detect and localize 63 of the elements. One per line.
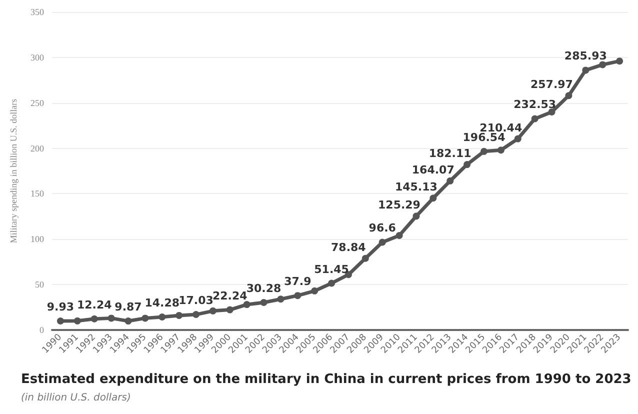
data-label: 285.93 xyxy=(564,50,607,63)
point xyxy=(243,301,250,308)
point xyxy=(446,177,454,184)
data-label: 37.9 xyxy=(284,275,312,288)
y-tick-label: 150 xyxy=(30,188,44,199)
point xyxy=(311,287,318,294)
data-label: 257.97 xyxy=(530,78,573,92)
point xyxy=(260,298,268,306)
data-label: 9.87 xyxy=(114,300,142,314)
data-label: 125.29 xyxy=(378,198,420,212)
point xyxy=(294,292,302,300)
text: Estimated expenditure on the military in China in current prices from 1990 to 2023 xyxy=(21,372,632,387)
point xyxy=(362,254,369,262)
y-tick-label: 250 xyxy=(30,98,44,108)
point xyxy=(158,314,166,321)
point xyxy=(430,194,437,202)
data-label: 78.84 xyxy=(331,240,366,254)
y-tick-label: 100 xyxy=(30,234,44,244)
data-label: 96.6 xyxy=(368,222,396,235)
data-label: 17.03 xyxy=(178,294,214,308)
data-label: 182.11 xyxy=(428,147,472,160)
point xyxy=(396,232,403,240)
point xyxy=(192,311,200,318)
data-label: 30.28 xyxy=(246,282,282,295)
point xyxy=(108,314,115,322)
point xyxy=(56,317,64,324)
y-tick-label: 350 xyxy=(30,7,44,17)
point xyxy=(497,146,504,154)
data-label: 145.13 xyxy=(394,180,438,194)
point xyxy=(328,280,336,287)
y-axis-title: Military spending in billion U.S. dollars xyxy=(8,98,18,244)
point xyxy=(548,108,556,116)
point xyxy=(565,92,572,100)
point xyxy=(277,296,284,303)
point xyxy=(514,135,522,142)
y-tick-label: 200 xyxy=(30,143,44,154)
text: (in billion U.S. dollars) xyxy=(21,392,131,404)
data-label: 9.93 xyxy=(46,300,74,314)
data-label: 232.53 xyxy=(514,98,556,112)
point xyxy=(531,115,538,122)
y-tick-label: 300 xyxy=(30,52,44,62)
data-label: 14.28 xyxy=(144,296,180,310)
point xyxy=(142,314,149,322)
data-label: 196.54 xyxy=(462,130,506,144)
point xyxy=(378,238,386,246)
point xyxy=(616,58,624,65)
point xyxy=(582,66,590,74)
data-label: 51.45 xyxy=(314,262,349,276)
point xyxy=(480,148,488,155)
point xyxy=(209,307,216,314)
data-label: 22.24 xyxy=(212,289,248,302)
point xyxy=(412,212,420,220)
point xyxy=(124,318,132,325)
y-tick-label: 50 xyxy=(35,280,44,290)
point xyxy=(176,312,183,319)
data-label: 164.07 xyxy=(412,163,454,176)
y-tick-label: 0 xyxy=(40,325,44,335)
point xyxy=(226,306,234,314)
data-label: 12.24 xyxy=(76,298,112,312)
point xyxy=(464,161,471,168)
point xyxy=(90,315,98,322)
point xyxy=(74,317,81,324)
point xyxy=(599,61,606,68)
